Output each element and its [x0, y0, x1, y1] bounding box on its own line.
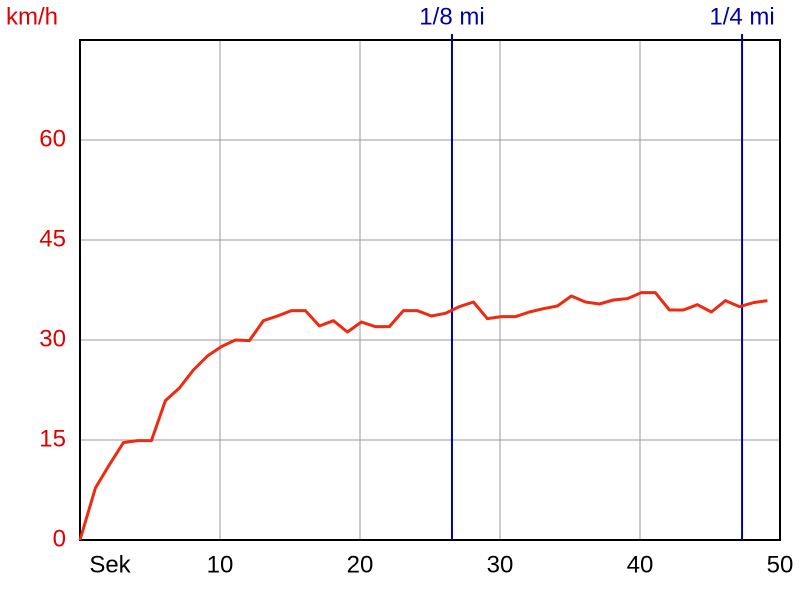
y-tick-label: 15 — [39, 425, 66, 452]
x-tick-label: 40 — [627, 551, 654, 578]
x-tick-label: 30 — [487, 551, 514, 578]
y-tick-label: 60 — [39, 125, 66, 152]
x-tick-label: 50 — [767, 551, 794, 578]
x-tick-label: 20 — [347, 551, 374, 578]
y-axis-label: km/h — [6, 3, 58, 30]
x-axis-label: Sek — [89, 551, 131, 578]
x-tick-label: 10 — [207, 551, 234, 578]
speed-line — [78, 291, 768, 541]
marker-label: 1/8 mi — [419, 3, 484, 30]
marker-label: 1/4 mi — [709, 3, 774, 30]
y-tick-label: 30 — [39, 325, 66, 352]
plot-frame — [79, 39, 781, 541]
y-tick-label: 0 — [53, 525, 66, 552]
y-tick-label: 45 — [39, 225, 66, 252]
